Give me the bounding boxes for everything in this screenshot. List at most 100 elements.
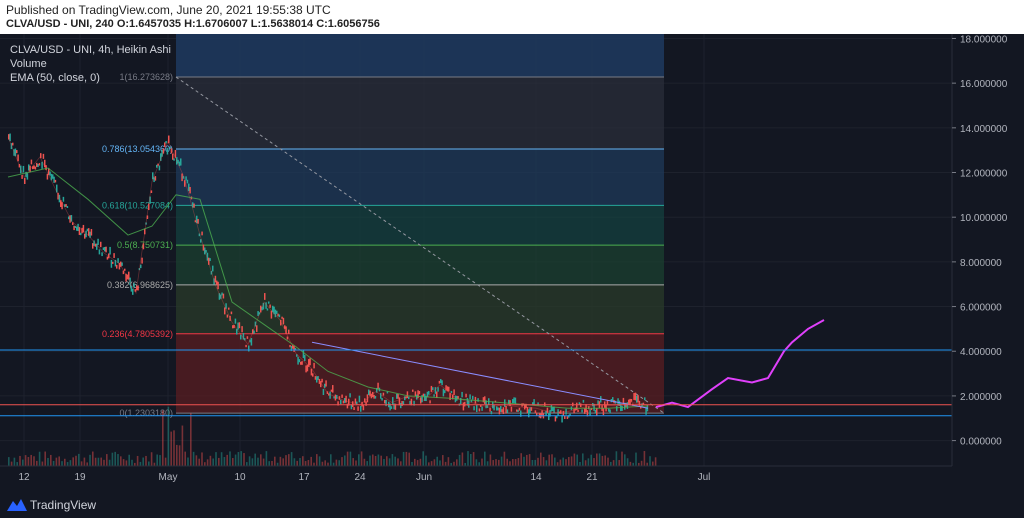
volume-bar — [456, 459, 458, 466]
candle — [338, 396, 341, 400]
volume-bar — [436, 456, 438, 466]
candle — [308, 359, 310, 367]
volume-bar — [405, 451, 408, 466]
candle — [310, 368, 313, 376]
volume-bar — [458, 454, 461, 466]
volume-bar — [386, 456, 388, 466]
candle — [225, 303, 227, 309]
candle — [248, 345, 250, 352]
candle — [278, 314, 281, 318]
candle — [510, 406, 513, 412]
volume-bar — [584, 460, 587, 466]
time-axis[interactable]: 12 19 May 10 17 24 Jun 14 21 Jul — [0, 465, 952, 483]
volume-bar — [215, 452, 217, 466]
candle — [238, 322, 241, 329]
candle — [285, 326, 287, 334]
volume-bar — [573, 453, 576, 466]
candle — [380, 393, 382, 399]
volume-bar — [232, 458, 234, 466]
candle — [586, 410, 589, 417]
volume-bar — [545, 460, 548, 466]
volume-bar — [363, 458, 366, 466]
time-tick-label: May — [159, 472, 178, 483]
volume-bar — [626, 458, 629, 466]
volume-bar — [338, 460, 340, 466]
volume-bar — [229, 451, 231, 466]
candle — [93, 240, 95, 246]
candle — [284, 325, 286, 329]
candle — [158, 165, 161, 171]
volume-bar — [94, 457, 97, 466]
candle — [481, 406, 483, 411]
candle — [350, 404, 353, 410]
volume-bar — [274, 456, 276, 466]
volume-bar — [8, 457, 10, 466]
volume-bar — [374, 455, 377, 466]
fib-level-label: 0.236(4.7805392) — [102, 329, 173, 339]
candle — [89, 231, 91, 238]
candle — [526, 406, 529, 413]
volume-bar — [649, 456, 651, 466]
volume-bar — [638, 462, 640, 466]
fib-zone — [176, 148, 664, 206]
candle — [390, 406, 393, 409]
candle — [264, 293, 266, 300]
candle — [500, 406, 502, 412]
price-chart[interactable]: 1(16.273628) 0.786(13.054360) 0.618(10.527… — [0, 34, 1024, 492]
candle — [470, 399, 473, 403]
volume-bar — [402, 451, 405, 466]
candle — [206, 252, 209, 261]
candle — [569, 413, 571, 416]
volume-bar — [120, 456, 122, 466]
candle — [317, 376, 319, 380]
fib-level-label: 1(16.273628) — [119, 72, 173, 82]
volume-bar — [240, 451, 242, 466]
candle — [629, 398, 631, 406]
candle — [266, 308, 269, 311]
candle — [14, 148, 17, 157]
volume-bar — [223, 457, 226, 466]
volume-bar — [92, 451, 94, 466]
candle — [68, 216, 70, 220]
volume-bar — [75, 455, 77, 466]
candle — [293, 346, 295, 352]
volume-bar — [478, 462, 480, 466]
volume-bar — [111, 452, 114, 466]
candle — [289, 344, 291, 348]
candle — [369, 390, 371, 397]
volume-bar — [257, 457, 259, 466]
candle — [480, 404, 482, 407]
price-axis[interactable]: 18.000000 16.000000 14.000000 12.000000 10.0… — [951, 34, 1024, 492]
candle — [400, 402, 402, 409]
volume-bar — [30, 454, 32, 466]
volume-bar — [629, 461, 632, 466]
candle — [560, 410, 562, 414]
candle — [229, 315, 231, 321]
volume-bar — [531, 459, 534, 466]
candle — [548, 413, 550, 421]
candle — [393, 403, 395, 410]
candle — [216, 280, 218, 285]
candle — [410, 398, 413, 406]
candle — [441, 380, 443, 386]
volume-bar — [570, 456, 573, 466]
candle — [316, 376, 318, 383]
volume-bar — [260, 454, 262, 466]
fibonacci-retracement[interactable]: 1(16.273628) 0.786(13.054360) 0.618(10.527… — [102, 34, 665, 418]
volume-bar — [64, 458, 66, 466]
volume-bar — [212, 458, 214, 466]
volume-bar — [416, 460, 419, 466]
candle — [456, 395, 458, 401]
volume-bar — [610, 461, 612, 466]
volume-bar — [576, 454, 578, 466]
volume-bar — [332, 462, 335, 466]
volume-bar — [246, 462, 248, 466]
candle — [277, 313, 279, 317]
candle — [237, 322, 239, 330]
candle — [301, 361, 303, 365]
candle — [597, 400, 599, 405]
volume-bar — [355, 460, 357, 466]
volume-bar — [514, 459, 517, 466]
volume-bar — [156, 454, 158, 466]
volume-bar — [484, 451, 486, 466]
